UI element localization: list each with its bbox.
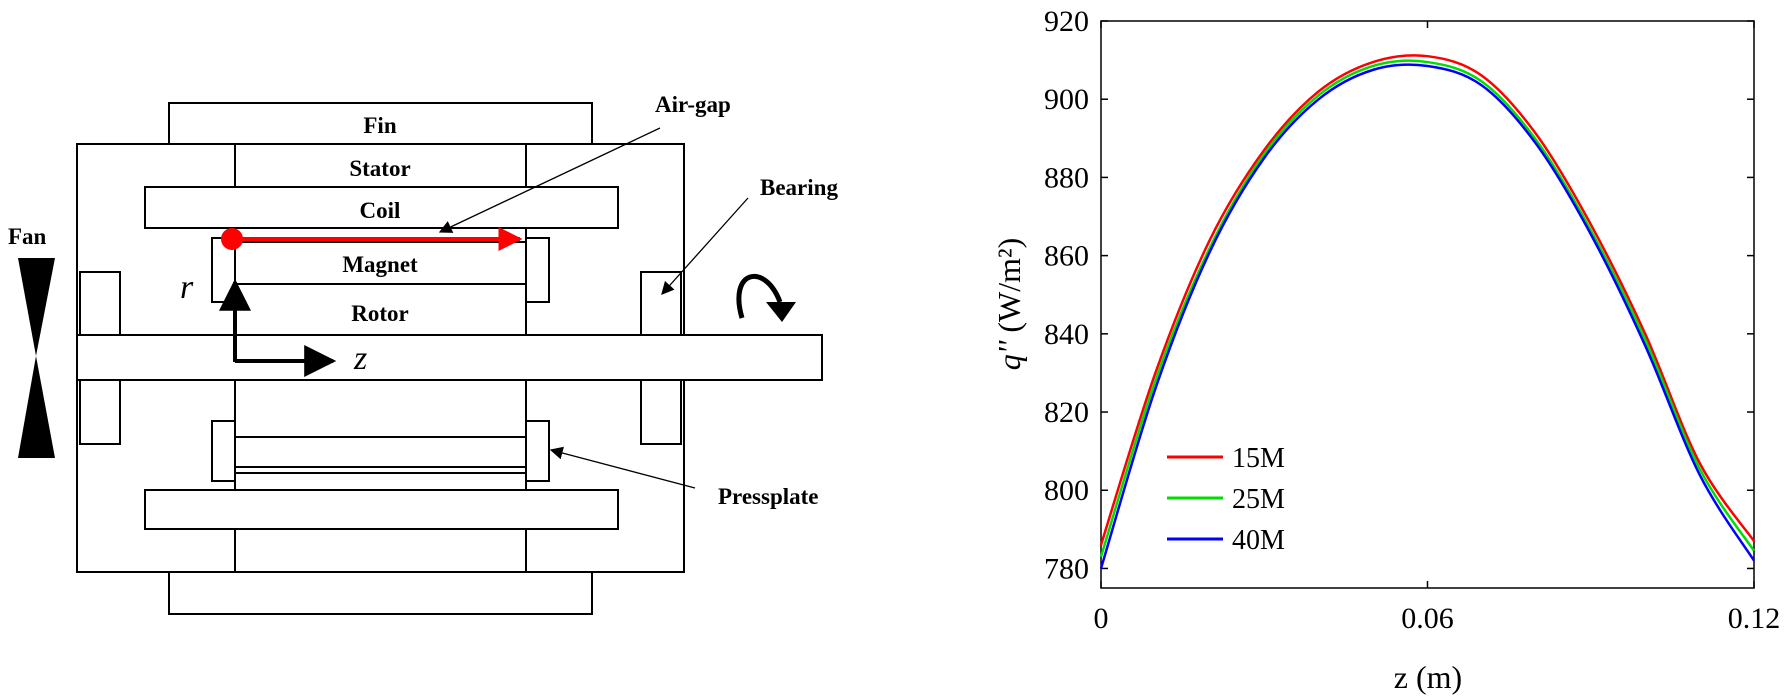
rotation-arrowhead-icon bbox=[766, 302, 796, 322]
pressplate-bottom-left bbox=[211, 420, 236, 482]
y-tick-label: 800 bbox=[1044, 474, 1089, 507]
x-tick-label: 0.06 bbox=[1401, 602, 1454, 635]
x-axis-label: z (m) bbox=[1394, 659, 1462, 695]
label-air-gap: Air-gap bbox=[655, 92, 731, 117]
y-axis-label: q'' (W/m²) bbox=[991, 238, 1027, 371]
heat-flux-chart: 780 800 820 840 860 880 900 920 0 0.06 0.12 z (m)… bbox=[991, 5, 1780, 695]
y-tick-label: 840 bbox=[1044, 318, 1089, 351]
shaft bbox=[76, 334, 823, 381]
x-tick-label: 0 bbox=[1094, 602, 1109, 635]
series-line-25M bbox=[1099, 59, 1756, 558]
coil-top bbox=[144, 186, 619, 229]
pressplate-top-right bbox=[525, 237, 550, 303]
label-fan: Fan bbox=[8, 224, 47, 249]
label-coil: Coil bbox=[360, 198, 401, 223]
x-tick-label: 0.12 bbox=[1728, 602, 1781, 635]
air-gap-start-dot bbox=[221, 228, 243, 250]
label-stator: Stator bbox=[349, 156, 410, 181]
label-pressplate: Pressplate bbox=[718, 484, 819, 509]
y-tick-label: 860 bbox=[1044, 240, 1089, 273]
y-tick-label: 820 bbox=[1044, 396, 1089, 429]
pressplate-bottom-right bbox=[525, 420, 550, 482]
fin-bottom bbox=[168, 571, 593, 615]
y-axis-ticks: 780 800 820 840 860 880 900 920 bbox=[1044, 5, 1754, 585]
y-tick-label: 920 bbox=[1044, 5, 1089, 38]
y-tick-label: 780 bbox=[1044, 552, 1089, 585]
y-axis-label-units: (W/m²) bbox=[991, 238, 1027, 333]
label-axis-r: r bbox=[180, 269, 194, 306]
coil-bottom bbox=[144, 489, 619, 530]
y-tick-label: 880 bbox=[1044, 161, 1089, 194]
y-tick-label: 900 bbox=[1044, 83, 1089, 116]
bearing-leader bbox=[661, 197, 749, 295]
label-bearing: Bearing bbox=[760, 175, 838, 200]
motor-diagram: Fin Stator Coil Magnet Rotor Air-gap Bea… bbox=[8, 92, 838, 615]
label-fin: Fin bbox=[363, 113, 396, 138]
legend-label: 25M bbox=[1232, 484, 1285, 515]
label-magnet: Magnet bbox=[342, 252, 418, 277]
label-rotor: Rotor bbox=[351, 301, 408, 326]
plot-area-frame bbox=[1100, 20, 1755, 589]
fin-top bbox=[168, 102, 593, 146]
x-axis-ticks: 0 0.06 0.12 bbox=[1094, 21, 1781, 635]
rotation-arc-icon bbox=[736, 273, 783, 319]
legend: 15M 25M 40M bbox=[1167, 443, 1285, 556]
fan-blade-bottom-icon bbox=[18, 356, 55, 458]
legend-label: 40M bbox=[1232, 525, 1285, 556]
y-axis-label-symbol: q'' bbox=[991, 339, 1027, 370]
series-line-15M bbox=[1099, 54, 1756, 546]
label-axis-z: z bbox=[353, 340, 367, 377]
fan-blade-top-icon bbox=[18, 258, 55, 356]
pressplate-leader bbox=[549, 446, 696, 489]
magnet-top bbox=[234, 241, 527, 285]
svg-text:q'' (W/m²): q'' (W/m²) bbox=[991, 238, 1027, 371]
legend-label: 15M bbox=[1232, 443, 1285, 474]
series-lines bbox=[1099, 54, 1756, 569]
series-line-40M bbox=[1099, 63, 1756, 569]
air-gap-leader bbox=[438, 127, 661, 233]
